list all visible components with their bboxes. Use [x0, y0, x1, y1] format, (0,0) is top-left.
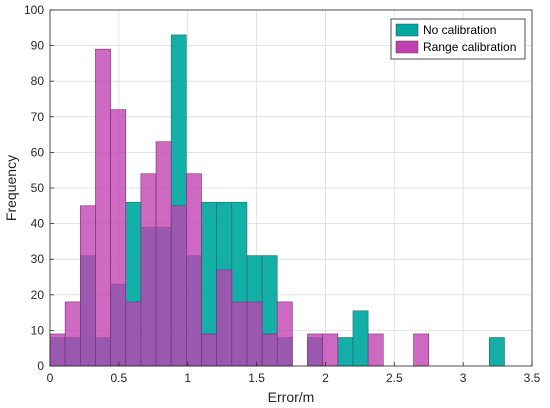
histogram-bar	[337, 337, 354, 367]
y-tick-label: 50	[31, 181, 45, 195]
histogram-bar	[413, 333, 430, 367]
y-tick-label: 80	[31, 74, 45, 88]
histogram-bar	[246, 301, 263, 367]
y-tick-label: 60	[31, 145, 45, 159]
y-tick-label: 40	[31, 217, 45, 231]
y-tick-label: 0	[37, 359, 44, 373]
histogram-bar	[261, 333, 278, 367]
legend-label-range-calibration: Range calibration	[423, 40, 516, 54]
histogram-bar	[140, 173, 157, 367]
x-tick-label: 2	[322, 371, 329, 385]
histogram-bar	[201, 333, 217, 367]
y-tick-label: 30	[31, 252, 45, 266]
x-tick-label: 0	[47, 371, 54, 385]
bars	[49, 34, 505, 367]
histogram-bar	[155, 141, 172, 367]
histogram-bar	[64, 301, 81, 367]
y-tick-label: 90	[31, 39, 45, 53]
histogram-bar	[95, 48, 111, 367]
histogram-bar	[322, 333, 339, 367]
x-tick-label: 3	[460, 371, 467, 385]
x-tick-label: 1.5	[248, 371, 265, 385]
y-tick-label: 100	[24, 3, 44, 17]
histogram-bar	[276, 301, 293, 367]
x-axis-label: Error/m	[268, 389, 315, 405]
histogram-bar	[216, 269, 233, 367]
x-tick-label: 0.5	[111, 371, 128, 385]
x-tick-label: 1	[184, 371, 191, 385]
x-tick-label: 2.5	[386, 371, 403, 385]
histogram-bar	[489, 337, 505, 367]
y-ticks: 0 10 20 30 40 50 60 70 80 90 100	[24, 3, 54, 373]
series-1-bars	[49, 48, 430, 367]
histogram-bar	[186, 173, 202, 367]
legend-swatch-no-calibration	[395, 23, 419, 37]
y-axis-label: Frequency	[3, 155, 19, 221]
histogram-bar	[110, 109, 127, 367]
histogram-bar	[352, 310, 369, 367]
histogram-bar	[79, 205, 96, 367]
y-tick-label: 70	[31, 110, 45, 124]
legend: No calibration Range calibration	[390, 18, 526, 60]
histogram-bar	[170, 205, 187, 367]
legend-label-no-calibration: No calibration	[423, 23, 496, 37]
histogram-bar	[231, 301, 248, 367]
y-tick-label: 20	[31, 288, 45, 302]
x-tick-label: 3.5	[524, 371, 541, 385]
histogram-bar	[125, 301, 142, 367]
legend-swatch-range-calibration	[395, 40, 419, 54]
histogram-bar	[49, 333, 66, 367]
y-tick-label: 10	[31, 323, 45, 337]
histogram-bar	[307, 333, 323, 367]
histogram-bar	[367, 333, 384, 367]
x-ticks: 0 0.5 1 1.5 2 2.5 3 3.5	[47, 362, 541, 385]
